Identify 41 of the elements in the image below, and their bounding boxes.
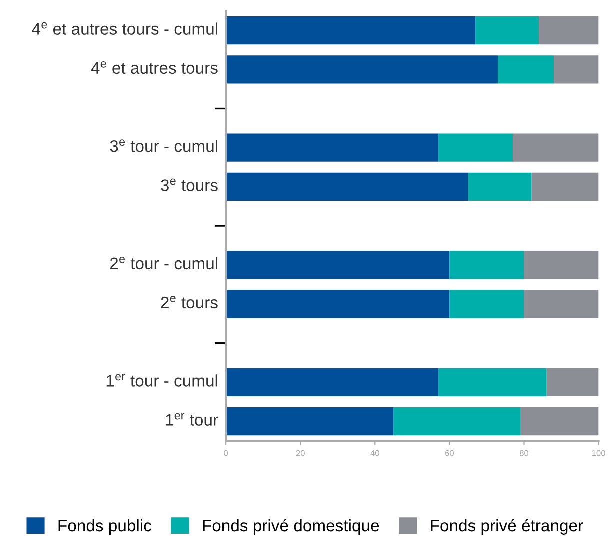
bar — [532, 172, 599, 202]
y-tick-label: 1$^{er}$ tour - cumul — [106, 374, 218, 387]
y-tick-label: 1$^{er}$ tour — [166, 413, 218, 426]
y-tick-label: 3$^{e}$ tours — [161, 178, 218, 192]
bar — [226, 56, 498, 84]
bar — [513, 134, 599, 162]
x-tick-label: 100 — [592, 450, 606, 456]
bar — [438, 368, 547, 397]
bar — [524, 251, 599, 280]
bar — [476, 16, 540, 45]
x-tick-label: 60 — [445, 450, 454, 456]
y-tick-label: 3$^{e}$ tour - cumul — [110, 140, 218, 152]
bar — [226, 172, 468, 202]
bar — [539, 16, 599, 45]
bar — [226, 368, 439, 397]
bar — [524, 290, 599, 318]
bar — [450, 290, 524, 318]
y-tick-label: 2$^{e}$ tours — [161, 296, 218, 309]
bar — [450, 251, 524, 280]
bar — [226, 16, 476, 45]
bar — [226, 290, 450, 318]
bar — [546, 368, 599, 397]
bar — [438, 134, 514, 162]
bar — [498, 56, 554, 84]
bar — [226, 251, 450, 280]
y-tick-label: 4$^{e}$ et autres tours - cumul — [32, 22, 218, 35]
bar — [394, 407, 521, 436]
legend-label: Fonds public — [58, 519, 152, 535]
bar — [468, 172, 532, 202]
bar — [226, 407, 394, 436]
bar — [520, 407, 599, 436]
legend-label: Fonds privé étranger — [431, 519, 584, 535]
x-tick-label: 20 — [296, 450, 305, 456]
x-tick-label: 40 — [370, 450, 380, 456]
x-tick-label: 0 — [224, 450, 228, 456]
legend-label: Fonds privé domestique — [203, 519, 380, 535]
y-tick-label: 4$^{e}$ et autres tours — [91, 61, 218, 74]
x-tick-label: 80 — [520, 450, 529, 456]
bar — [226, 134, 439, 162]
y-tick-label: 2$^{e}$ tour - cumul — [110, 256, 218, 270]
bar — [554, 56, 599, 84]
